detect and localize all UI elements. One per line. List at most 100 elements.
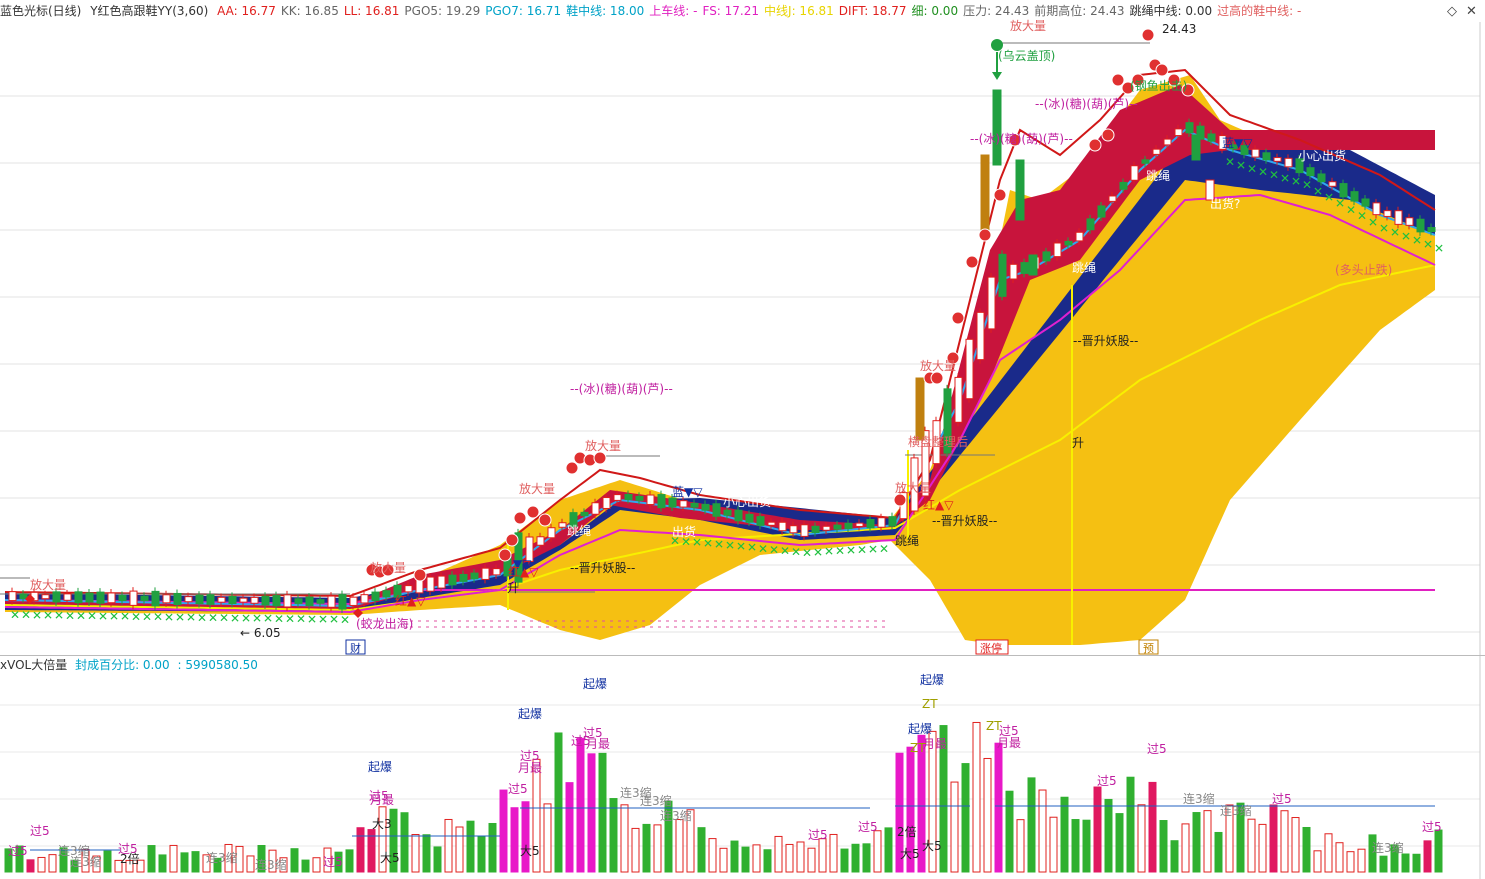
x-marker: ✕ <box>879 542 889 556</box>
x-marker: ✕ <box>32 608 42 622</box>
indicator-value-11: 压力: 24.43 <box>963 4 1030 18</box>
volume-label: 起爆 <box>920 673 944 687</box>
candle <box>580 511 589 517</box>
candle <box>987 276 996 330</box>
volume-bar <box>191 851 200 873</box>
volume-bar <box>642 823 651 873</box>
x-marker: ✕ <box>274 612 284 626</box>
ball-marker <box>1155 63 1169 77</box>
candle <box>635 495 644 501</box>
price-label: 跳绳 <box>1146 169 1170 183</box>
candle <box>690 502 699 508</box>
x-marker: ✕ <box>780 544 790 558</box>
candle <box>778 521 787 532</box>
volume-bar <box>1291 817 1300 873</box>
price-label: 放大量 <box>895 480 931 495</box>
x-marker: ✕ <box>87 609 97 623</box>
volume-bar <box>1049 816 1058 873</box>
indicator-header: 蓝色光标(日线) Y红色高跟鞋YY(3,60) AA: 16.77 KK: 16.… <box>0 0 1485 22</box>
x-marker: ✕ <box>824 545 834 559</box>
candle <box>1152 148 1161 155</box>
x-marker: ✕ <box>1302 178 1312 192</box>
ball-marker <box>1101 128 1115 142</box>
indicator-value-3: PGO5: 19.29 <box>404 4 481 18</box>
candle <box>1185 122 1194 134</box>
volume-bar <box>70 859 79 873</box>
volume-label: 月最 <box>518 761 542 775</box>
volume-label: ZT <box>922 697 938 711</box>
price-label: 24.43 <box>1162 22 1196 36</box>
candle <box>789 525 798 534</box>
candle <box>1262 152 1271 161</box>
x-marker: ✕ <box>109 610 119 624</box>
x-marker: ✕ <box>736 540 746 554</box>
x-marker: ✕ <box>1269 168 1279 182</box>
volume-bar <box>1357 848 1366 873</box>
x-marker: ✕ <box>208 611 218 625</box>
price-label: 放大量 <box>30 577 66 592</box>
price-label: 跳绳 <box>895 534 919 548</box>
volume-bar <box>1390 844 1399 873</box>
volume-bar <box>169 844 178 873</box>
candle <box>96 591 105 604</box>
candle <box>536 536 545 546</box>
indicator-value-2: LL: 16.81 <box>343 4 400 18</box>
volume-bar <box>1192 812 1201 873</box>
x-marker: ✕ <box>318 613 328 627</box>
candle <box>1207 133 1216 142</box>
x-marker: ✕ <box>769 543 779 557</box>
volume-label: 过5 <box>999 724 1019 738</box>
x-marker: ✕ <box>1258 165 1268 179</box>
candle <box>1174 128 1183 137</box>
volume-label: 过5 <box>1147 742 1167 756</box>
volume-bar <box>1247 818 1256 873</box>
volume-bar <box>928 730 937 873</box>
x-marker: ✕ <box>21 608 31 622</box>
volume-label: 2倍 <box>120 851 140 866</box>
price-label: 放大量 <box>920 358 956 373</box>
volume-bar <box>213 857 222 873</box>
candle-tall <box>1015 159 1025 221</box>
candle <box>338 594 347 610</box>
volume-bar <box>609 798 618 873</box>
indicator-value-10: 细: 0.00 <box>911 4 959 18</box>
candle <box>1053 242 1062 258</box>
volume-bar <box>1280 810 1289 873</box>
volume-bar <box>774 835 783 873</box>
volume-label: 连3缩 <box>1183 791 1215 806</box>
candle <box>998 253 1007 297</box>
price-label: 升 <box>1072 436 1084 450</box>
diamond-icon[interactable]: ◇ <box>1447 4 1457 19</box>
x-marker: ✕ <box>1247 162 1257 176</box>
ball-marker <box>1141 28 1155 42</box>
ball-marker <box>1088 138 1102 152</box>
x-marker: ✕ <box>120 610 130 624</box>
volume-label: 连3缩 <box>70 854 102 869</box>
candle <box>866 518 875 529</box>
x-marker: ✕ <box>1357 209 1367 223</box>
candle <box>734 509 743 522</box>
volume-bar <box>807 847 816 873</box>
volume-bar <box>301 859 310 873</box>
price-label: (多头止跌) <box>1335 262 1392 277</box>
indicator-name[interactable]: Y红色高跟鞋YY(3,60) <box>90 4 209 18</box>
candle <box>261 595 270 606</box>
x-marker: ✕ <box>1280 171 1290 185</box>
candle <box>1229 144 1238 150</box>
candle <box>602 497 611 509</box>
x-marker: ✕ <box>54 609 64 623</box>
volume-label: 过5 <box>118 842 138 856</box>
candle <box>712 503 721 517</box>
candle <box>19 593 28 600</box>
volume-label: 过5 <box>508 782 528 796</box>
volume-bar <box>565 782 574 873</box>
x-marker: ✕ <box>835 544 845 558</box>
close-icon[interactable]: ✕ <box>1466 4 1477 19</box>
x-marker: ✕ <box>263 612 273 626</box>
candle <box>1383 210 1392 217</box>
volume-indicator-name[interactable]: xVOL大倍量 <box>0 658 68 672</box>
candle <box>459 573 468 582</box>
seal-ratio: 封成百分比: 0.00 <box>75 658 170 672</box>
price-label: --晋升妖股-- <box>1073 334 1138 348</box>
